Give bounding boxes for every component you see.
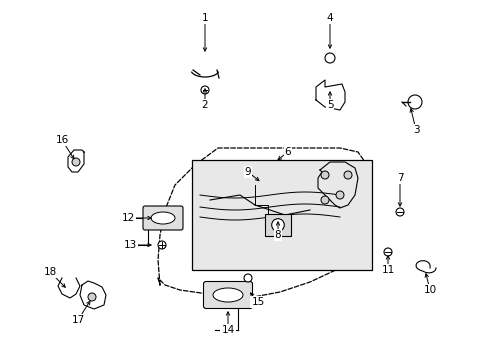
Text: 18: 18 [43, 267, 57, 277]
Ellipse shape [151, 212, 175, 224]
FancyBboxPatch shape [203, 282, 252, 309]
Text: 14: 14 [221, 325, 234, 335]
Text: 10: 10 [423, 285, 436, 295]
Text: 17: 17 [71, 315, 84, 325]
Bar [265, 214, 290, 236]
Circle shape [320, 171, 328, 179]
Bar [192, 160, 371, 270]
FancyBboxPatch shape [142, 206, 183, 230]
Text: 2: 2 [201, 100, 208, 110]
Text: 13: 13 [123, 240, 136, 250]
Circle shape [72, 158, 80, 166]
Text: 11: 11 [381, 265, 394, 275]
Text: 1: 1 [201, 13, 208, 23]
Circle shape [88, 293, 96, 301]
Circle shape [201, 86, 208, 94]
Circle shape [343, 171, 351, 179]
Text: 5: 5 [326, 100, 333, 110]
Text: 3: 3 [412, 125, 418, 135]
Circle shape [320, 196, 328, 204]
Text: 4: 4 [326, 13, 333, 23]
Ellipse shape [213, 288, 243, 302]
Circle shape [158, 241, 165, 249]
Circle shape [383, 248, 391, 256]
Circle shape [325, 53, 334, 63]
Text: 15: 15 [251, 297, 264, 307]
Circle shape [395, 208, 403, 216]
Circle shape [271, 219, 284, 231]
Text: 6: 6 [284, 147, 291, 157]
Text: 8: 8 [274, 230, 281, 240]
Circle shape [244, 274, 251, 282]
Text: 7: 7 [396, 173, 403, 183]
Text: 9: 9 [244, 167, 251, 177]
Circle shape [335, 191, 343, 199]
Text: 16: 16 [55, 135, 68, 145]
Text: 12: 12 [121, 213, 134, 223]
Circle shape [407, 95, 421, 109]
